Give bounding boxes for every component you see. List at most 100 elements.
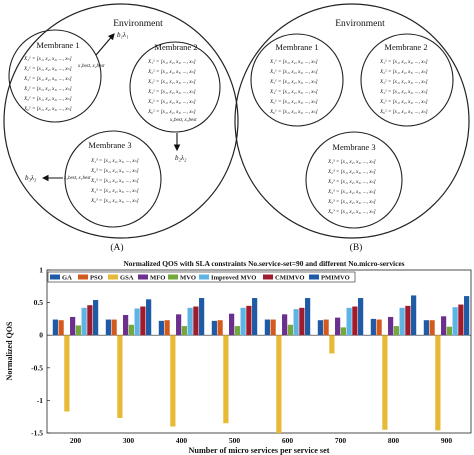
bar-improved-mvo [346,307,352,336]
bar-mfo [335,317,341,336]
legend-swatch [309,274,319,280]
x-tick-label: 700 [335,436,347,445]
membrane-row: X₄² = [x₁, x₂, x₃, ..., xₙ] [379,89,428,95]
legend-label: Improved MVO [211,275,256,282]
bar-pso [111,319,117,336]
bar-pso [217,320,223,336]
membrane-row: X₆¹ = [x₁, x₂, x₃, ..., xₙ] [23,106,72,112]
bars [52,295,470,433]
bar-pmimvo [252,298,258,336]
legend-label: PMIMVO [321,275,350,282]
membrane-row: X₄³ = [x₁, x₂, x₃, ..., xₙ] [327,189,376,195]
bar-cmimvo [405,305,411,336]
y-ticks: 1 0.5 0 -0.5 -1 -1.5 [31,266,50,438]
bar-mvo [393,326,399,336]
bar-pso [164,320,170,336]
bar-pso [58,320,64,336]
bar-mfo [176,314,182,336]
membrane-row: X₁² = [x₁, x₂, x₃, ..., xₙ] [147,59,196,65]
bar-improved-mvo [187,307,193,336]
legend-label: CMIMVO [275,275,305,282]
bar-mvo [75,325,81,336]
membrane-row: X₁² = [x₁, x₂, x₃, ..., xₙ] [379,59,428,65]
bar-gsa [435,335,441,431]
membrane-row: X₅³ = [x₁, x₂, x₃, ..., xₙ] [90,198,139,204]
membrane-3-rows-a: X₁³ = [x₁, x₂, x₃, ..., xₙ] X₂³ = [x₁, x… [90,158,139,204]
bar-cmimvo [246,305,252,336]
y-tick-label: -1 [37,396,43,405]
membrane-row: X₂³ = [x₁, x₂, x₃, ..., xₙ] [90,168,139,174]
bar-cmimvo [352,306,358,336]
legend-label: MFO [150,275,165,282]
membrane-row: X₂² = [x₁, x₂, x₃, ..., xₙ] [379,69,428,75]
membrane-row: X₂¹ = [x₁, x₂, x₃, ..., xₙ] [23,66,72,72]
bar-improved-mvo [452,307,458,336]
membrane-3-label-b: Membrane 3 [332,142,375,152]
bar-cmimvo [458,304,464,336]
membrane-row: X₁³ = [x₁, x₂, x₃, ..., xₙ] [90,158,139,164]
bar-mvo [340,327,346,336]
legend-label: MVO [180,275,196,282]
x-tick-label: 200 [70,436,82,445]
membrane-row: X₅² = [x₁, x₂, x₃, ..., xₙ] [147,99,196,105]
membrane-row: X₃¹ = [x₁, x₂, x₃, ..., xₙ] [23,76,72,82]
legend-label: PSO [90,275,103,282]
bar-gsa [64,335,70,412]
membrane-1-circle-a [8,29,102,123]
membrane-row: X₃¹ = [x₁, x₂, x₃, ..., xₙ] [269,79,318,85]
panel-a: Environment Membrane 1 X₁¹ = [x₁, x₂, x₃… [3,3,239,253]
environment-circle-b [234,3,470,239]
bar-gsa [170,335,176,427]
bar-pmimvo [358,298,364,336]
bar-improved-mvo [293,309,299,336]
bar-mvo [181,326,187,336]
bar-mfo [123,314,129,336]
membrane-2-best-label: x₂best, x₃best [169,118,197,123]
membrane-1-label-b: Membrane 1 [275,42,318,52]
membrane-row: X₃³ = [x₁, x₂, x₃, ..., xₙ] [327,179,376,185]
legend-label: GA [62,275,72,282]
membrane-3-circle-a [64,130,162,228]
x-tick-label: 400 [176,436,188,445]
x-tick-label: 900 [441,436,453,445]
membrane-2-label-b: Membrane 2 [384,42,427,52]
caption-a: (A) [110,242,123,253]
membrane-3-label-a: Membrane 3 [88,140,131,150]
y-axis-label: Normalized QOS [5,321,14,380]
membrane-2-circle-a [129,41,221,133]
membrane-row: X₄¹ = [x₁, x₂, x₃, ..., xₙ] [269,89,318,95]
bar-gsa [276,335,282,433]
membrane-2-label-a: Membrane 2 [154,42,197,52]
bar-ga [158,320,164,336]
bar-cmimvo [299,307,305,336]
bar-ga [423,320,429,336]
bar-pso [376,319,382,336]
membrane-diagram: Environment Membrane 1 X₁¹ = [x₁, x₂, x₃… [3,3,470,253]
bar-mfo [388,316,394,336]
membrane-row: X₁³ = [x₁, x₂, x₃, ..., xₙ] [327,159,376,165]
membrane-row: X₂³ = [x₁, x₂, x₃, ..., xₙ] [327,169,376,175]
membrane-1-circle-b [250,33,344,127]
legend-swatch [78,274,88,280]
bar-pmimvo [411,295,417,336]
bar-ga [105,319,111,336]
membrane-row: X₅¹ = [x₁, x₂, x₃, ..., xₙ] [23,96,72,102]
panel-b: Environment Membrane 1 X₁¹ = [x₁, x₂, x₃… [234,3,470,253]
x-tick-label: 600 [282,436,294,445]
legend-swatch [50,274,60,280]
x-axis-label: Number of micro services per service set [189,446,330,455]
membrane-row: X₁¹ = [x₁, x₂, x₃, ..., xₙ] [23,56,72,62]
membrane-row: X₆¹ = [x₁, x₂, x₃, ..., xₙ] [269,109,318,115]
membrane-2-circle-b [360,33,454,127]
membrane-2-rows-a: X₁² = [x₁, x₂, x₃, ..., xₙ] X₂² = [x₁, x… [147,59,196,115]
x-tick-label: 300 [123,436,135,445]
membrane-row: X₆² = [x₁, x₂, x₃, ..., xₙ] [379,109,428,115]
bar-gsa [382,335,388,430]
bar-pso [323,319,329,336]
membrane-1-rows-a: X₁¹ = [x₁, x₂, x₃, ..., xₙ] X₂¹ = [x₁, x… [23,56,72,112]
arrow-m1-to-env [95,33,115,56]
plot-frame [46,269,472,434]
legend-swatch [168,274,178,280]
membrane-row: X₅¹ = [x₁, x₂, x₃, ..., xₙ] [269,99,318,105]
legend-swatch [199,274,209,280]
